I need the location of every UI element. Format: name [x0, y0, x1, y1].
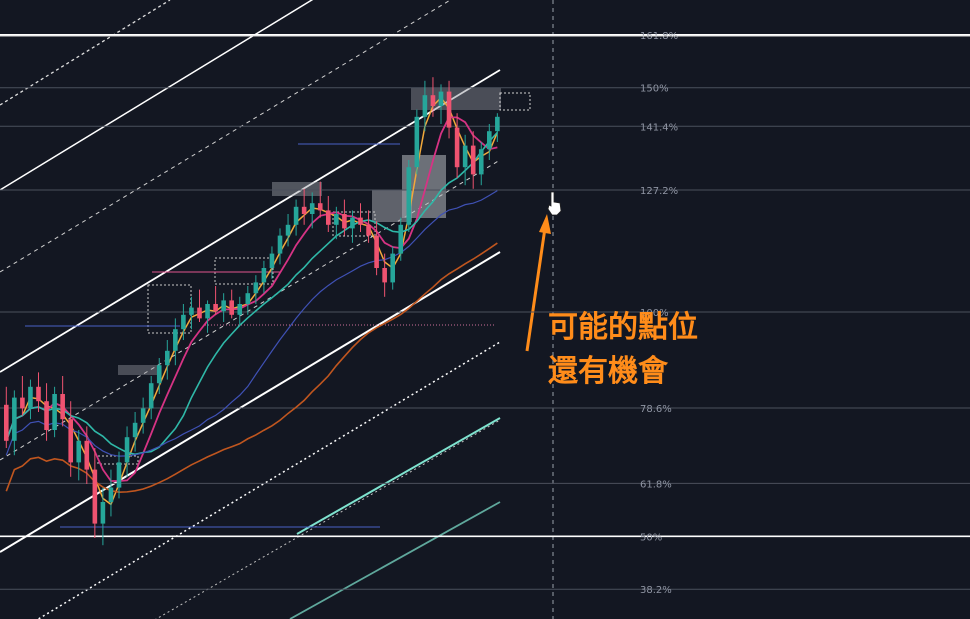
candle-body: [28, 386, 33, 409]
candle-body: [326, 210, 331, 225]
candle-body: [293, 206, 299, 225]
candle-body: [60, 394, 65, 420]
candle-body: [4, 404, 9, 441]
fib-level-label: 150%: [640, 84, 669, 95]
arrow-head: [539, 214, 551, 234]
candle-body: [12, 397, 17, 441]
dotted-box-1: [499, 92, 531, 111]
candle-body: [253, 282, 259, 294]
candle-body: [309, 203, 315, 214]
candle-body: [366, 224, 371, 236]
candle-body: [454, 127, 460, 168]
dotted-box-2: [147, 284, 192, 334]
candle-body: [478, 149, 484, 175]
channel-line-dashed-b: [0, 159, 501, 461]
candle-body: [374, 235, 379, 268]
candle-body: [213, 304, 218, 312]
candle-body: [438, 91, 444, 106]
candle-body: [221, 300, 226, 312]
channel-line-dotted-bottom: [155, 419, 501, 619]
fib-level-label: 78.6%: [640, 404, 672, 415]
candle-body: [317, 203, 323, 211]
candle-body: [197, 307, 202, 319]
candle-body: [261, 268, 267, 283]
fib-level-label: 50%: [640, 532, 662, 543]
candle-body: [334, 214, 339, 225]
fib-level-label: 100%: [640, 308, 669, 319]
candle-body: [229, 300, 234, 315]
arrow-shaft: [525, 227, 547, 352]
fib-level-label: 38.2%: [640, 585, 672, 596]
candle-body: [165, 350, 170, 366]
channel-line-top: [0, 0, 171, 106]
candle-body: [68, 419, 73, 463]
candle-body: [487, 131, 492, 150]
candle-body: [269, 253, 275, 268]
dotted-box-3: [214, 257, 274, 285]
candle-body: [108, 487, 114, 502]
candle-body: [181, 314, 186, 330]
channel-line-teal-dark: [289, 501, 501, 619]
candle-body: [76, 440, 82, 463]
candle-body: [156, 365, 162, 384]
candle-body: [44, 401, 49, 430]
annotation-line-2: 還有機會: [548, 354, 668, 389]
candle-body: [390, 253, 395, 283]
candle-body: [470, 145, 476, 175]
candle-body: [430, 95, 436, 106]
candle-body: [462, 145, 468, 168]
candle-body: [237, 304, 243, 315]
candle-body: [100, 502, 106, 524]
candle-body: [382, 268, 387, 283]
channel-line-dashed-a: [0, 0, 452, 273]
candle-body: [173, 329, 178, 351]
candle-body: [92, 469, 98, 524]
candle-body: [36, 386, 41, 402]
candle-body: [189, 307, 194, 315]
ma-line-trend: [5, 190, 498, 457]
candle-body: [205, 304, 210, 319]
ma-line-slow: [5, 131, 498, 456]
channel-line-dotted-lower: [36, 341, 501, 619]
candle-body: [20, 397, 25, 409]
annotation-line-1: 可能的點位: [548, 310, 698, 345]
hand-cursor-icon: [547, 191, 562, 216]
dotted-box-4: [332, 211, 376, 237]
channel-line-teal: [296, 417, 501, 535]
fib-level-label: 61.8%: [640, 479, 672, 490]
candle-body: [422, 95, 428, 117]
candle-body: [245, 293, 251, 304]
highlight-box-2: [372, 190, 412, 222]
candle-body: [358, 217, 363, 225]
candle-body: [116, 462, 122, 488]
fib-level-label: 127.2%: [640, 186, 678, 197]
candle-body: [495, 116, 500, 132]
candle-body: [398, 224, 404, 254]
candle-body: [84, 440, 90, 470]
candle-body: [342, 214, 347, 229]
candle-body: [406, 167, 412, 225]
candle-body: [277, 235, 283, 254]
fib-level-label: 141.4%: [640, 122, 678, 133]
candle-body: [414, 116, 420, 168]
channel-line-upper: [0, 0, 314, 191]
candle-body: [52, 394, 57, 430]
candle-body: [301, 206, 307, 214]
highlight-box-4: [272, 182, 322, 196]
candle-body: [124, 437, 130, 463]
candle-body: [446, 91, 452, 128]
candle-body: [285, 224, 291, 236]
candle-body: [148, 383, 154, 409]
annotation-text: 可能的點位 還有機會: [548, 306, 698, 394]
candle-body: [350, 217, 355, 229]
grey-box-5: [118, 365, 160, 375]
candle-body: [132, 422, 138, 438]
ma-line-long: [5, 242, 498, 493]
candle-body: [140, 408, 146, 423]
